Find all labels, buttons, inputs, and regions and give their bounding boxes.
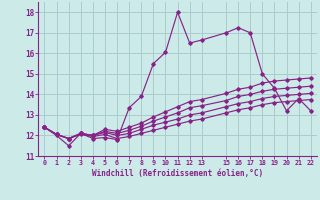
X-axis label: Windchill (Refroidissement éolien,°C): Windchill (Refroidissement éolien,°C) — [92, 169, 263, 178]
